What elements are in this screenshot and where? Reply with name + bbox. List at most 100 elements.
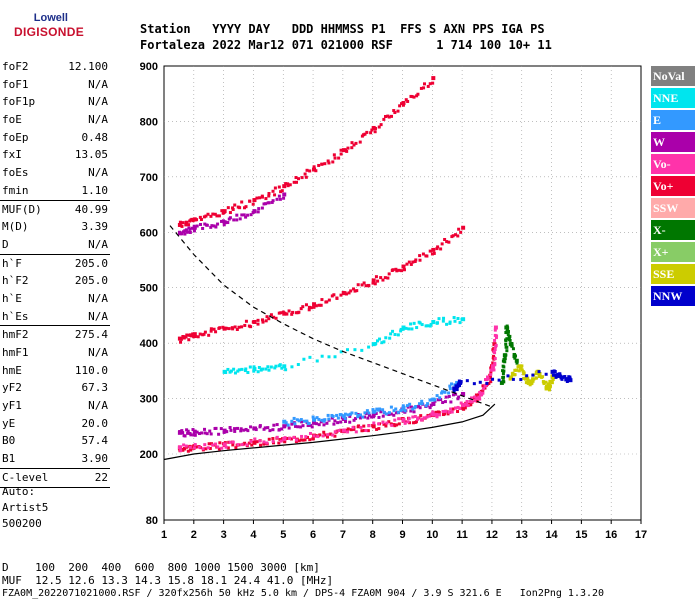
- echo-mark: [204, 214, 208, 218]
- trace-point: [222, 220, 227, 225]
- echo-mark: [339, 413, 343, 417]
- echo-mark: [456, 316, 460, 320]
- echo-mark: [181, 448, 185, 452]
- legend-nnw: NNW: [651, 286, 695, 306]
- echo-mark: [235, 327, 239, 331]
- echo-mark: [389, 422, 393, 426]
- echo-mark: [412, 321, 416, 325]
- echo-mark: [363, 411, 367, 415]
- param-value: 57.4: [81, 434, 109, 448]
- echo-mark: [186, 431, 190, 435]
- param-row: hmF2 275.4: [0, 325, 110, 344]
- trace-point: [401, 325, 406, 330]
- echo-mark: [458, 384, 462, 388]
- echo-mark: [327, 355, 331, 359]
- echo-mark: [360, 283, 364, 287]
- param-name: B1: [2, 452, 16, 466]
- echo-mark: [470, 396, 474, 400]
- echo-mark: [203, 222, 207, 226]
- echo-mark: [287, 426, 291, 430]
- echo-mark: [410, 327, 414, 331]
- echo-mark: [447, 240, 451, 244]
- echo-mark: [197, 445, 201, 449]
- echo-mark: [297, 177, 301, 181]
- echo-mark: [211, 212, 215, 216]
- echo-mark: [311, 415, 315, 419]
- echo-mark: [260, 318, 264, 322]
- echo-mark: [451, 393, 455, 397]
- trace-point: [222, 369, 227, 374]
- echo-mark: [381, 420, 385, 424]
- echo-mark: [367, 411, 371, 415]
- echo-mark: [227, 327, 231, 331]
- echo-mark: [179, 449, 183, 453]
- echo-mark: [327, 417, 331, 421]
- echo-mark: [212, 327, 216, 331]
- trace-point: [461, 392, 466, 397]
- echo-mark: [278, 363, 282, 367]
- echo-mark: [449, 407, 453, 411]
- x-tick-label: 12: [486, 529, 498, 541]
- echo-mark: [508, 335, 512, 339]
- echo-mark: [435, 412, 439, 416]
- echo-mark: [240, 213, 244, 217]
- echo-mark: [384, 336, 388, 340]
- echo-mark: [290, 419, 294, 423]
- param-row: D N/A: [0, 236, 110, 254]
- param-name: hmF2: [2, 328, 29, 342]
- echo-mark: [226, 206, 230, 210]
- trace-point: [479, 392, 484, 397]
- echo-mark: [362, 281, 366, 285]
- echo-mark: [428, 249, 432, 253]
- echo-mark: [406, 99, 410, 103]
- echo-mark: [339, 148, 343, 152]
- echo-mark: [215, 214, 219, 218]
- trace-point: [252, 209, 257, 214]
- echo-mark: [436, 245, 440, 249]
- echo-mark: [327, 161, 331, 165]
- echo-mark: [277, 185, 281, 189]
- echo-mark: [320, 354, 324, 358]
- echo-mark: [387, 411, 391, 415]
- echo-mark: [440, 390, 444, 394]
- echo-mark: [323, 433, 327, 437]
- auto-block: Auto: Artist5 500200: [2, 484, 48, 532]
- trace-point: [252, 367, 257, 372]
- echo-mark: [292, 435, 296, 439]
- echo-mark: [447, 394, 451, 398]
- trace-point: [492, 342, 497, 347]
- echo-mark: [407, 327, 411, 331]
- echo-mark: [183, 232, 187, 236]
- echo-mark: [182, 336, 186, 340]
- echo-mark: [216, 222, 220, 226]
- echo-mark: [320, 298, 324, 302]
- trace-point: [490, 364, 495, 369]
- echo-mark: [239, 427, 243, 431]
- y-tick-label: 700: [140, 172, 158, 184]
- param-name: h`F: [2, 256, 22, 270]
- echo-mark: [481, 387, 485, 391]
- echo-mark: [318, 433, 322, 437]
- echo-mark: [367, 424, 371, 428]
- echo-mark: [448, 387, 452, 391]
- echo-mark: [293, 422, 297, 426]
- echo-mark: [339, 350, 343, 354]
- echo-mark: [235, 218, 239, 222]
- echo-mark: [520, 368, 524, 372]
- echo-mark: [182, 446, 186, 450]
- echo-mark: [220, 446, 224, 450]
- echo-mark: [376, 279, 380, 283]
- echo-mark: [448, 384, 452, 388]
- trace-point: [192, 332, 197, 337]
- echo-mark: [217, 447, 221, 451]
- x-tick-label: 3: [221, 529, 227, 541]
- echo-mark: [365, 130, 369, 134]
- echo-mark: [491, 361, 495, 365]
- trace-point: [526, 380, 531, 385]
- echo-mark: [302, 419, 306, 423]
- echo-mark: [565, 380, 569, 384]
- echo-mark: [262, 202, 266, 206]
- echo-mark: [233, 325, 237, 329]
- trace-point: [431, 402, 436, 407]
- echo-mark: [407, 260, 411, 264]
